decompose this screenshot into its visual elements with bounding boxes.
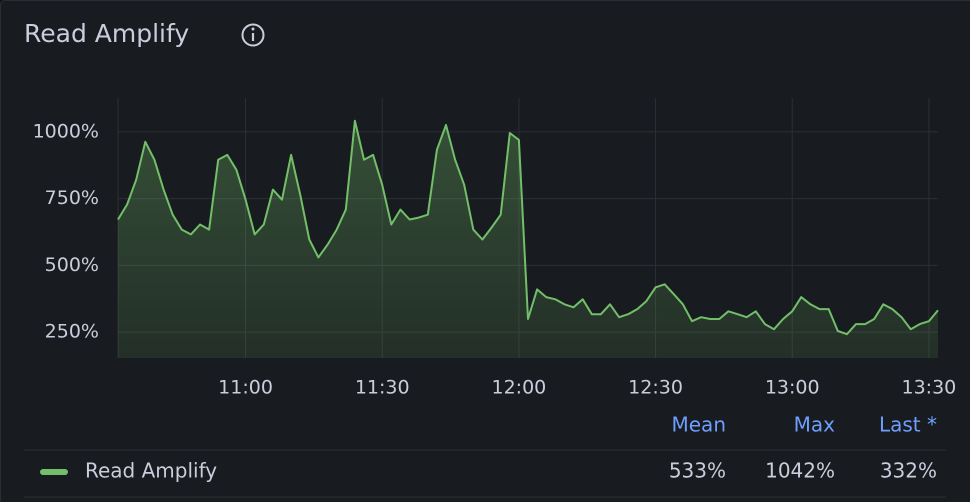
legend-column-header: Mean — [672, 413, 727, 437]
y-tick-label: 500% — [45, 254, 99, 276]
y-tick-label: 250% — [45, 321, 99, 343]
series-line — [117, 119, 939, 336]
y-tick-label: 1000% — [33, 120, 99, 142]
legend-column-header: Max — [794, 413, 836, 437]
x-tick-label: 13:00 — [765, 377, 820, 399]
legend-column-header: Last * — [879, 413, 937, 437]
legend-swatch — [40, 469, 68, 475]
legend-label: Read Amplify — [85, 459, 217, 483]
y-tick-label: 750% — [45, 187, 99, 209]
legend-stat: 332% — [880, 459, 937, 483]
legend-stat: 533% — [669, 459, 726, 483]
legend-stat: 1042% — [765, 459, 835, 483]
x-tick-label: 12:00 — [492, 377, 547, 399]
x-tick-label: 11:30 — [355, 377, 410, 399]
x-tick-label: 13:30 — [902, 377, 957, 399]
panel-title: Read Amplify — [24, 19, 189, 48]
x-tick-label: 11:00 — [218, 377, 273, 399]
area-fill — [118, 120, 938, 358]
x-tick-label: 12:30 — [628, 377, 683, 399]
legend-item[interactable]: Read Amplify 533% 1042% 332% — [40, 459, 937, 483]
info-icon[interactable] — [241, 23, 265, 47]
